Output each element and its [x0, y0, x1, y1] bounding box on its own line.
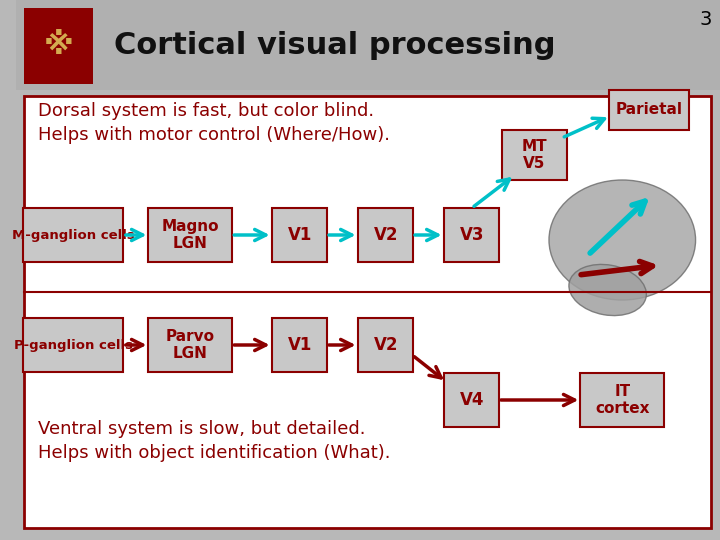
Text: Dorsal system is fast, but color blind.
Helps with motor control (Where/How).: Dorsal system is fast, but color blind. … — [38, 102, 390, 144]
FancyBboxPatch shape — [359, 318, 413, 372]
FancyBboxPatch shape — [272, 208, 327, 262]
FancyBboxPatch shape — [24, 8, 93, 84]
Text: ※: ※ — [44, 31, 73, 60]
FancyBboxPatch shape — [608, 90, 689, 130]
FancyBboxPatch shape — [359, 208, 413, 262]
Text: IT
cortex: IT cortex — [595, 384, 649, 416]
Text: V2: V2 — [374, 336, 398, 354]
Text: V3: V3 — [459, 226, 484, 244]
FancyBboxPatch shape — [580, 373, 665, 427]
FancyBboxPatch shape — [502, 130, 567, 180]
Text: Parvo
LGN: Parvo LGN — [166, 329, 215, 361]
Text: V1: V1 — [287, 336, 312, 354]
FancyBboxPatch shape — [272, 318, 327, 372]
Text: Parietal: Parietal — [615, 103, 682, 118]
FancyBboxPatch shape — [444, 373, 499, 427]
Text: Ventral system is slow, but detailed.
Helps with object identification (What).: Ventral system is slow, but detailed. He… — [38, 421, 390, 462]
Ellipse shape — [569, 265, 647, 315]
Text: V2: V2 — [374, 226, 398, 244]
Text: Cortical visual processing: Cortical visual processing — [114, 31, 556, 60]
Text: V1: V1 — [287, 226, 312, 244]
FancyBboxPatch shape — [23, 318, 123, 372]
Ellipse shape — [549, 180, 696, 300]
FancyBboxPatch shape — [17, 0, 720, 90]
Text: P-ganglion cells: P-ganglion cells — [14, 339, 132, 352]
FancyBboxPatch shape — [148, 208, 233, 262]
FancyBboxPatch shape — [24, 96, 711, 528]
FancyBboxPatch shape — [444, 208, 499, 262]
FancyBboxPatch shape — [23, 208, 123, 262]
Text: Magno
LGN: Magno LGN — [161, 219, 219, 251]
Text: M-ganglion cells: M-ganglion cells — [12, 228, 135, 241]
FancyBboxPatch shape — [148, 318, 233, 372]
Text: MT
V5: MT V5 — [521, 139, 547, 171]
Text: V4: V4 — [459, 391, 484, 409]
Text: 3: 3 — [700, 10, 712, 29]
